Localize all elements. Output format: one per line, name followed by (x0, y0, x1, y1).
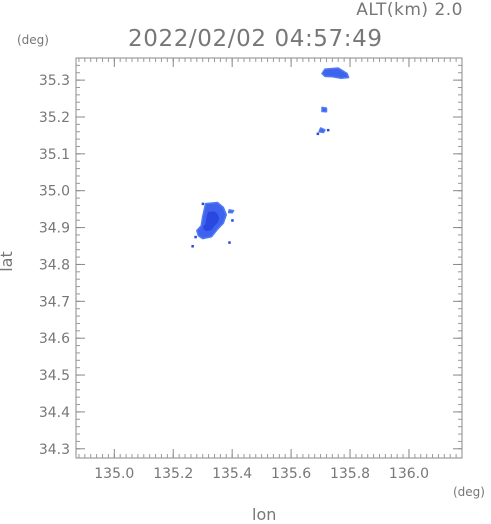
echo-speckle (326, 128, 330, 132)
y-tick-label: 35.2 (39, 110, 70, 126)
x-tick-label: 136.0 (389, 466, 429, 482)
cluster-north (321, 67, 350, 80)
cell-small-1 (321, 106, 328, 113)
x-tick-label: 135.0 (94, 466, 134, 482)
x-axis-unit: (deg) (453, 485, 485, 499)
y-tick-label: 34.3 (39, 442, 70, 458)
altitude-label: ALT(km) 2.0 (356, 0, 463, 20)
cell-small-3 (227, 209, 235, 214)
timestamp-label: 2022/02/02 04:57:49 (128, 26, 383, 52)
echo-regions (191, 67, 350, 248)
y-tick-label: 34.8 (39, 257, 70, 273)
cell-small-2 (318, 127, 326, 134)
x-tick-label: 135.4 (212, 466, 252, 482)
y-tick-label: 34.9 (39, 221, 70, 237)
echo-speckle (194, 235, 197, 239)
x-tick-label: 135.6 (271, 466, 311, 482)
plot-frame (75, 57, 463, 459)
y-tick-label: 34.4 (39, 405, 70, 421)
echo-speckle (201, 202, 205, 206)
echo-speckle (228, 241, 231, 244)
y-tick-label: 34.5 (39, 368, 70, 384)
echo-speckle (191, 245, 194, 248)
echo-speckle (231, 219, 234, 222)
echo-speckle (316, 132, 320, 136)
cluster-west-core (203, 211, 220, 232)
axis-ticks: 34.3 34.4 34.5 34.6 34.7 34.8 34.9 35.0 35.1 35.2… (39, 58, 462, 482)
y-tick-label: 35.0 (39, 184, 70, 200)
x-tick-label: 135.2 (153, 466, 193, 482)
y-tick-label: 34.6 (39, 331, 70, 347)
y-tick-label: 35.1 (39, 147, 70, 163)
y-axis-unit: (deg) (17, 33, 49, 47)
y-tick-label: 35.3 (39, 73, 70, 89)
x-axis-label: lon (252, 505, 277, 524)
y-tick-label: 34.7 (39, 294, 70, 310)
x-tick-label: 135.8 (330, 466, 370, 482)
